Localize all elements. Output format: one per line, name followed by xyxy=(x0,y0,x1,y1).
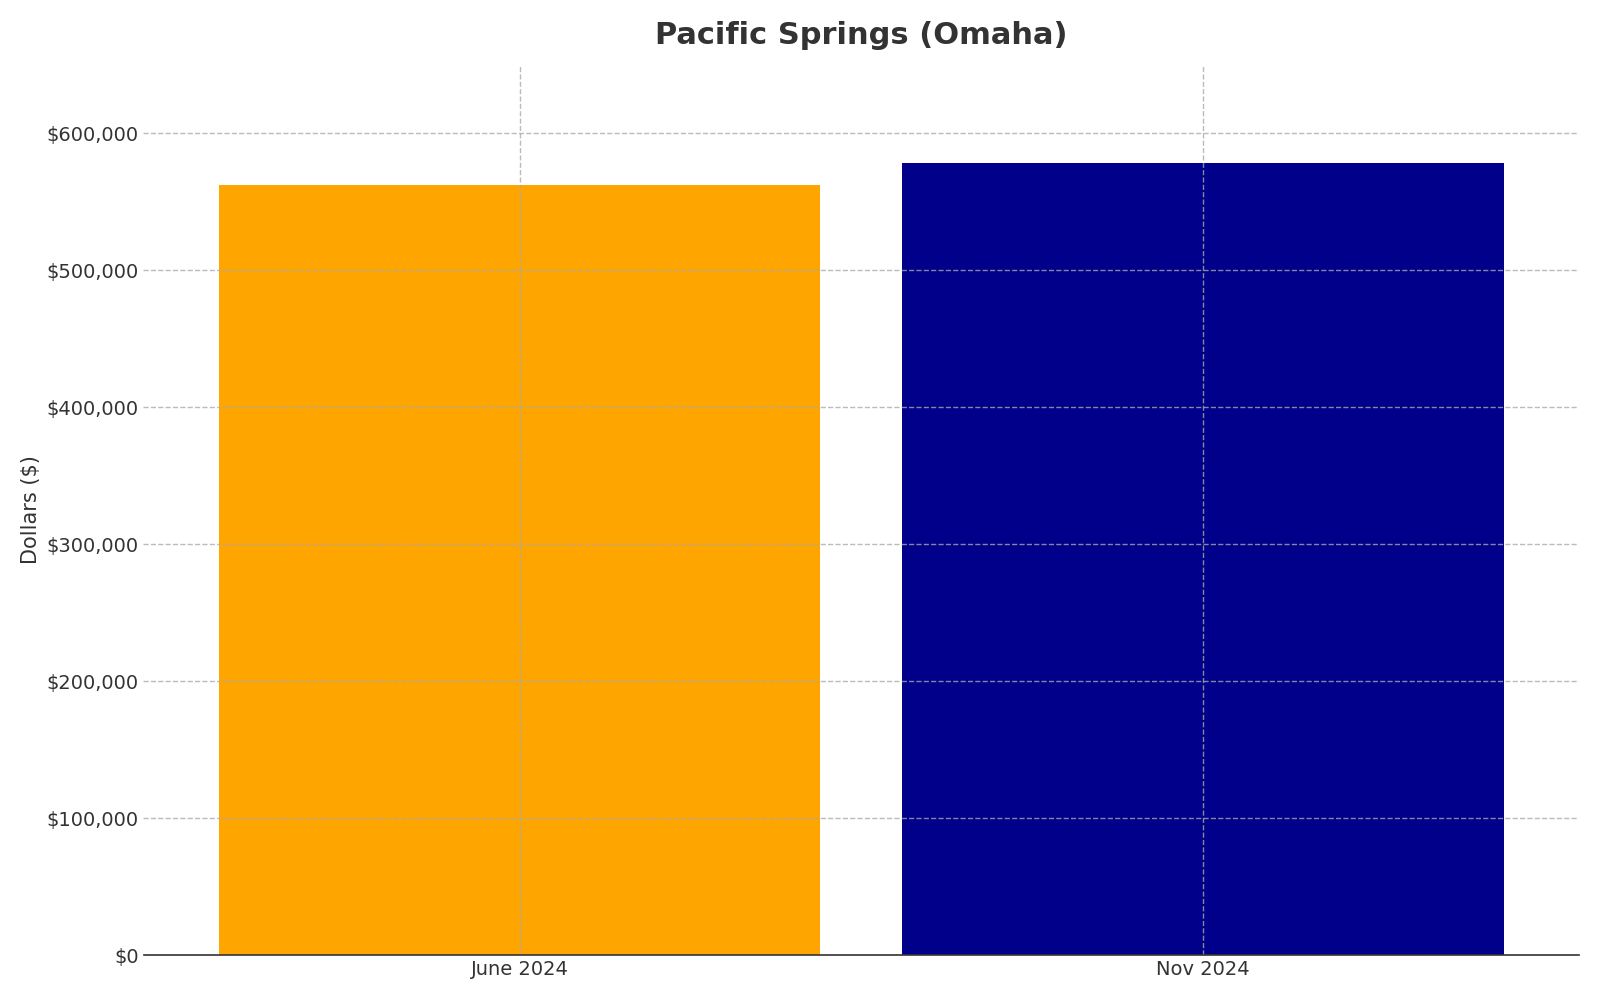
Title: Pacific Springs (Omaha): Pacific Springs (Omaha) xyxy=(654,21,1067,50)
Bar xyxy=(902,163,1504,955)
Bar xyxy=(219,185,821,955)
Y-axis label: Dollars ($): Dollars ($) xyxy=(21,456,42,564)
